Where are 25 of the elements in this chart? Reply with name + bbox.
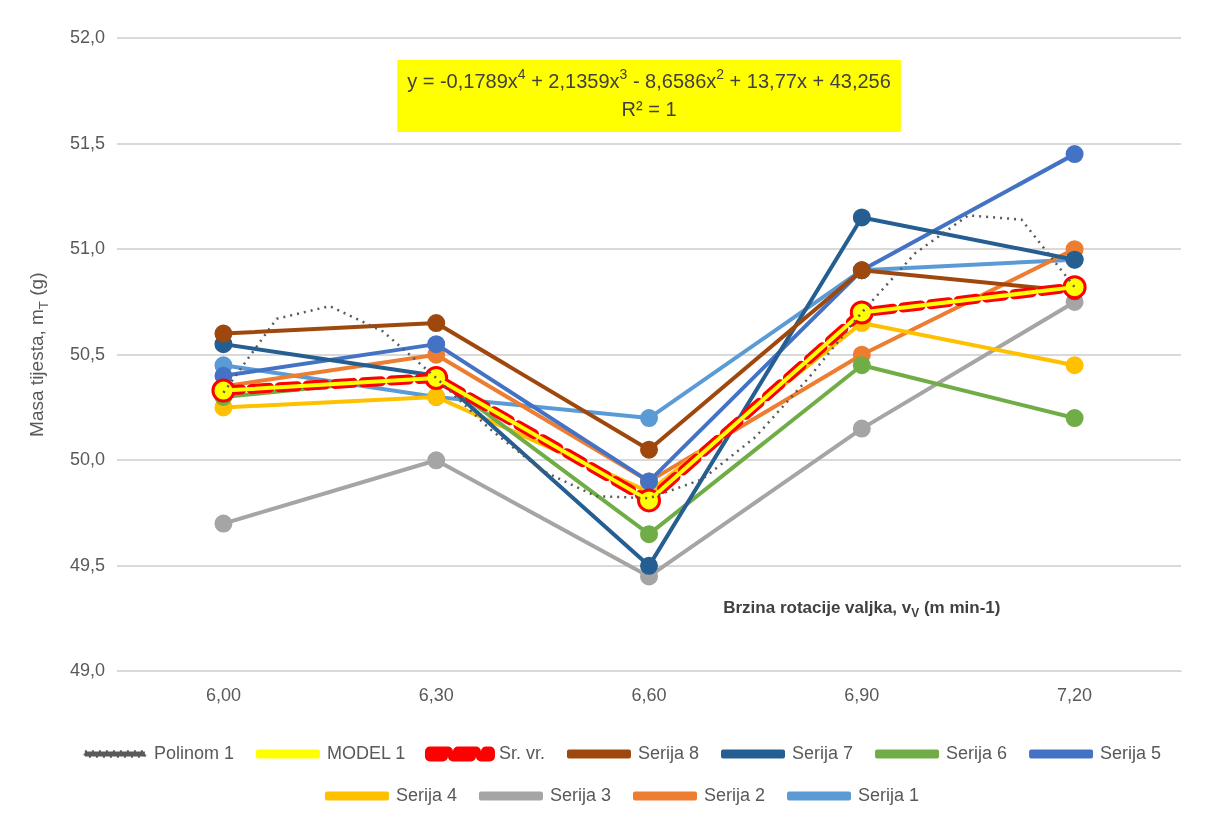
legend-label: Serija 1 [858, 784, 920, 805]
y-tick-label: 49,0 [69, 660, 106, 681]
x-tick-label: 7,20 [1057, 685, 1093, 706]
legend-label: Polinom 1 [153, 742, 234, 763]
legend-label: Serija 7 [792, 742, 854, 763]
legend-label: Serija 3 [549, 784, 611, 805]
y-tick-label: 51,5 [69, 132, 106, 153]
y-tick-label: 50,5 [69, 343, 106, 364]
y-tick-label: 49,5 [69, 554, 106, 575]
y-axis-title: Masa tijesta, mT (g) [26, 272, 52, 437]
legend-label: Serija 5 [1100, 742, 1162, 763]
legend-label: Sr. vr. [498, 742, 545, 763]
x-tick-label: 6,30 [418, 685, 454, 706]
legend-label: Serija 8 [637, 742, 700, 763]
y-tick-label: 50,0 [69, 449, 106, 470]
legend-label: Serija 2 [704, 784, 766, 805]
y-tick-label: 51,0 [69, 238, 106, 259]
x-tick-label: 6,90 [844, 685, 880, 706]
legend-label: Serija 4 [395, 784, 457, 805]
y-tick-label: 52,0 [69, 26, 106, 47]
annotation: R² = 1 [621, 97, 677, 120]
x-tick-label: 6,60 [631, 685, 667, 706]
x-tick-label: 6,00 [205, 685, 241, 706]
legend-label: Serija 6 [946, 742, 1008, 763]
legend-label: MODEL 1 [326, 742, 406, 763]
